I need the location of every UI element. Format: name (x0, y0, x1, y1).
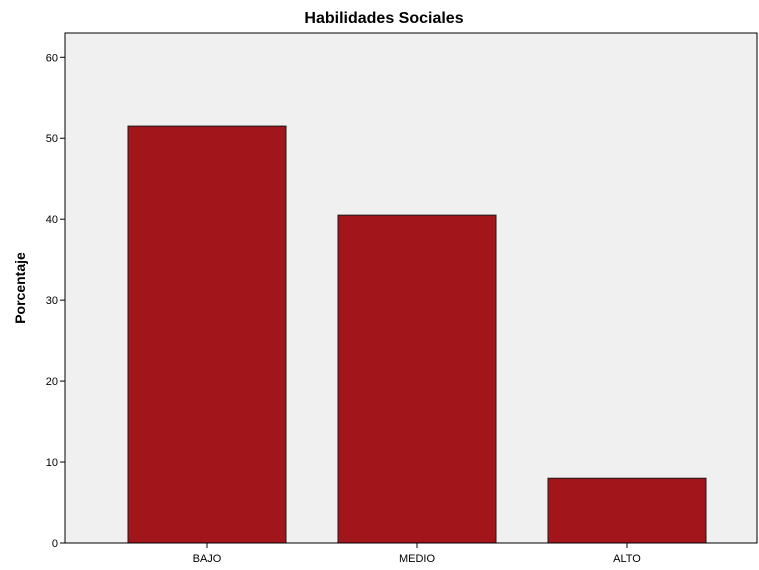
y-tick-label: 10 (46, 457, 58, 469)
bars-group (127, 125, 707, 544)
x-tick-label-alto: ALTO (613, 553, 641, 565)
y-axis-label: Porcentaje (12, 252, 28, 324)
x-tick-label-medio: MEDIO (399, 553, 436, 565)
bar-medio (337, 214, 497, 544)
y-tick-label: 40 (46, 214, 58, 226)
y-tick-label: 20 (46, 376, 58, 388)
bar-bajo (127, 125, 287, 544)
y-tick-label: 50 (46, 133, 58, 145)
x-tick-label-bajo: BAJO (193, 553, 222, 565)
y-tick-label: 0 (52, 538, 58, 550)
y-tick-label: 60 (46, 52, 58, 64)
y-ticks-group: 0 10 20 30 40 50 60 (46, 52, 65, 550)
y-tick-label: 30 (46, 295, 58, 307)
x-ticks-group: BAJO MEDIO ALTO (193, 543, 641, 565)
bar-alto (547, 477, 707, 544)
chart-title: Habilidades Sociales (304, 10, 463, 27)
